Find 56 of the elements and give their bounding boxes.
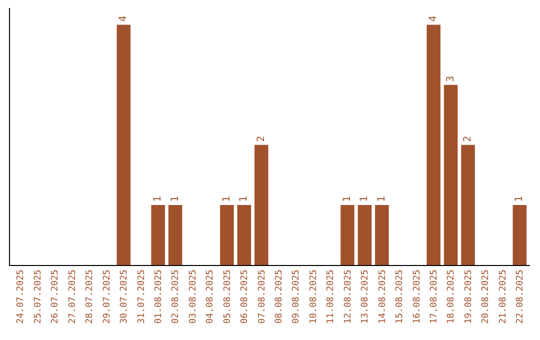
x-tick-label: 19.08.2025 <box>464 270 474 324</box>
data-label: 4 <box>428 16 440 22</box>
x-tick-label: 12.08.2025 <box>343 270 354 324</box>
x-tick-label: 13.08.2025 <box>360 270 371 324</box>
data-label: 1 <box>342 196 353 202</box>
data-label: 1 <box>514 196 526 202</box>
x-tick-label: 11.08.2025 <box>326 270 336 324</box>
data-label: 1 <box>238 196 250 202</box>
bar <box>220 204 234 265</box>
data-label: 3 <box>445 76 456 82</box>
bar <box>358 204 372 265</box>
x-tick-label: 10.08.2025 <box>308 270 319 324</box>
bar <box>237 204 252 265</box>
x-tick-label: 02.08.2025 <box>171 270 182 324</box>
data-label: 1 <box>170 196 181 202</box>
data-label: 4 <box>118 16 130 22</box>
data-label: 1 <box>359 196 370 202</box>
x-tick-label: 17.08.2025 <box>430 270 440 324</box>
x-tick-label: 31.07.2025 <box>136 270 147 324</box>
x-tick-label: 09.08.2025 <box>292 270 302 324</box>
bar <box>340 204 354 265</box>
data-label: 2 <box>256 136 267 142</box>
x-tick-label: 21.08.2025 <box>498 270 508 324</box>
x-tick-label: 22.08.2025 <box>516 270 526 324</box>
x-tick-label: 04.08.2025 <box>206 270 216 324</box>
bar <box>254 144 268 265</box>
bar <box>512 204 527 265</box>
bar <box>168 204 182 265</box>
x-tick-label: 07.08.2025 <box>257 270 268 324</box>
bar <box>461 144 475 265</box>
x-tick-label: 28.07.2025 <box>85 270 96 324</box>
x-tick-label: 26.07.2025 <box>50 270 61 324</box>
x-tick-label: 15.08.2025 <box>395 270 406 324</box>
x-tick-label: 30.07.2025 <box>120 270 130 324</box>
data-label: 1 <box>376 196 388 202</box>
x-tick-label: 01.08.2025 <box>154 270 164 324</box>
x-tick-label: 06.08.2025 <box>240 270 250 324</box>
bar <box>151 204 165 265</box>
x-tick-label: 03.08.2025 <box>188 270 198 324</box>
x-tick-label: 25.07.2025 <box>33 270 44 324</box>
x-tick-label: 24.07.2025 <box>16 270 26 324</box>
bar <box>116 24 131 265</box>
x-tick-label: 18.08.2025 <box>446 270 457 324</box>
x-tick-label: 16.08.2025 <box>412 270 422 324</box>
bar <box>444 84 458 265</box>
x-tick-label: 20.08.2025 <box>481 270 492 324</box>
bar <box>426 24 440 265</box>
data-label: 2 <box>462 136 474 142</box>
data-label: 1 <box>221 196 232 202</box>
x-tick-label: 05.08.2025 <box>222 270 233 324</box>
x-tick-label: 27.07.2025 <box>68 270 78 324</box>
data-label: 1 <box>152 196 164 202</box>
x-tick-label: 14.08.2025 <box>378 270 388 324</box>
bar <box>375 204 389 265</box>
x-tick-label: 08.08.2025 <box>274 270 285 324</box>
x-tick-label: 29.07.2025 <box>102 270 112 324</box>
